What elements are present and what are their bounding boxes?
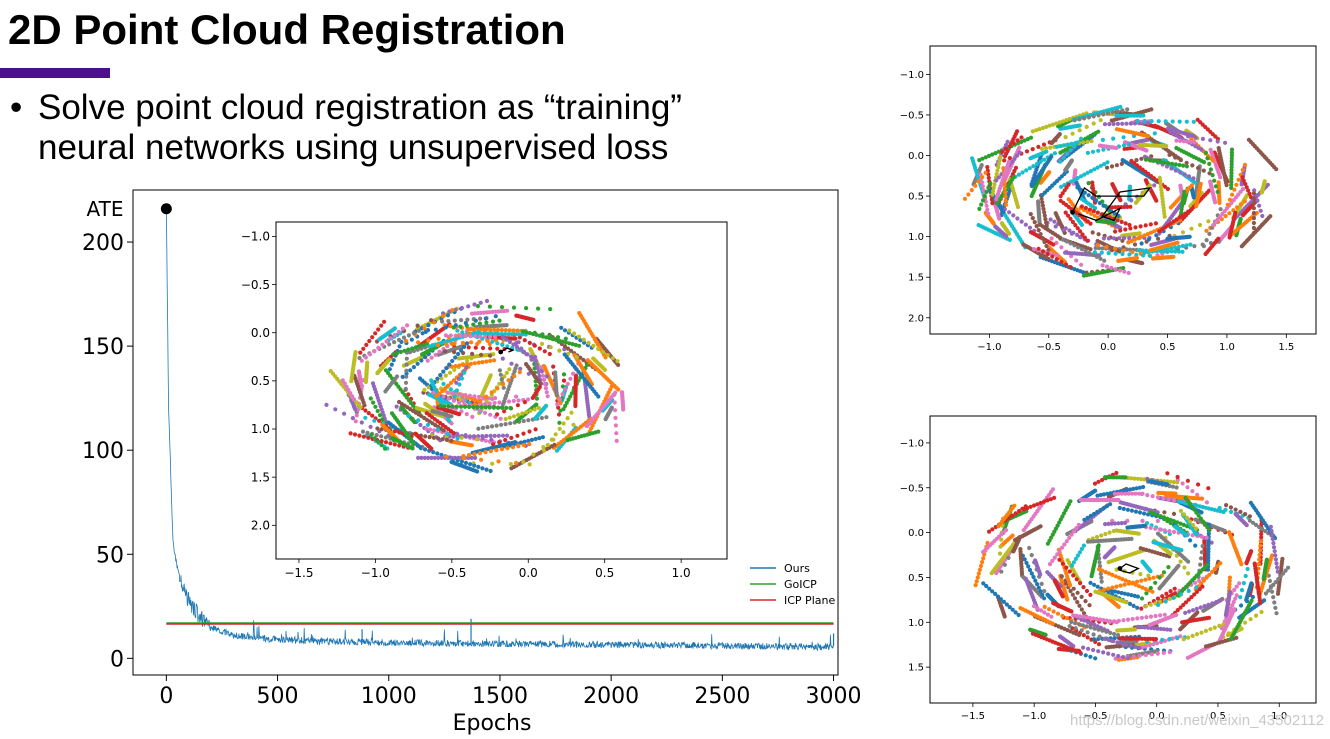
x-tick-label: 0.0 <box>1149 711 1165 722</box>
y-tick-label: −1.0 <box>900 438 924 449</box>
trajectory-start <box>1070 209 1075 215</box>
title-underline-bar <box>0 68 110 78</box>
x-tick-label: 1.5 <box>1278 342 1294 353</box>
trajectory-start <box>498 349 504 355</box>
y-tick-label: 0.0 <box>908 528 924 539</box>
x-tick-label: −1.5 <box>284 566 313 580</box>
y-tick-label: −1.0 <box>241 230 270 244</box>
y-tick-label: 1.5 <box>251 470 270 484</box>
scatter-frame <box>275 221 728 560</box>
x-tick-label: 1.0 <box>1219 342 1235 353</box>
bottom-right-scatter-chart: −1.5 −1.0 −0.5 0.0 0.5 1.0 −1.0 −0.5 0.0 0.5 1.0 1.… <box>900 415 1317 722</box>
point-cloud <box>324 298 626 474</box>
trajectory-line <box>500 347 515 353</box>
y-tick-label: −0.5 <box>900 483 924 494</box>
legend-label: Ours <box>784 562 810 575</box>
legend-label: ICP Plane <box>784 594 835 607</box>
bullet-line-2: neural networks using unsupervised loss <box>38 128 669 167</box>
x-tick-label: 500 <box>257 684 299 709</box>
start-marker <box>160 203 172 215</box>
y-tick-label: 0.0 <box>908 151 924 162</box>
y-tick-label: 100 <box>82 439 124 464</box>
y-tick-label: 0.5 <box>251 374 270 388</box>
x-tick-label: −1.5 <box>961 711 985 722</box>
y-tick-label: −0.5 <box>241 278 270 292</box>
x-tick-label: 2500 <box>694 684 750 709</box>
bullet-symbol: • <box>10 88 23 127</box>
x-tick-label: 2000 <box>583 684 639 709</box>
x-tick-label: 0 <box>159 684 173 709</box>
y-tick-label: 150 <box>82 335 124 360</box>
y-tick-label: 0.5 <box>908 192 924 203</box>
y-tick-label: 200 <box>82 231 124 256</box>
x-tick-label: 0.5 <box>1210 711 1226 722</box>
legend-label: GoICP <box>784 578 817 591</box>
x-tick-label: −0.5 <box>437 566 466 580</box>
y-tick-label: 50 <box>96 543 124 568</box>
x-tick-label: −0.5 <box>1083 711 1107 722</box>
y-tick-label: 1.0 <box>908 618 924 629</box>
x-tick-label: 0.0 <box>1100 342 1116 353</box>
bullet-text: Solve point cloud registration as “train… <box>38 88 858 168</box>
y-tick-label: 1.5 <box>908 273 924 284</box>
y-tick-label: 0.0 <box>251 326 270 340</box>
x-tick-label: −0.5 <box>1037 342 1061 353</box>
y-tick-label: 0.5 <box>908 573 924 584</box>
x-tick-label: −1.0 <box>1022 711 1046 722</box>
point-cloud <box>962 104 1279 278</box>
top-right-scatter-chart: −1.0 −0.5 0.0 0.5 1.0 1.5 −1.0 −0.5 0.0 0.5 1.0 1.5… <box>900 45 1317 353</box>
x-tick-label: 0.5 <box>595 566 614 580</box>
bullet-line-1: Solve point cloud registration as “train… <box>38 88 682 127</box>
x-tick-label: −1.0 <box>977 342 1001 353</box>
x-tick-label: 1.0 <box>1271 711 1287 722</box>
series-line-ours <box>166 210 834 652</box>
x-tick-label: 0.0 <box>519 566 538 580</box>
watermark-text: https://blog.csdn.net/weixin_43502112 <box>1070 712 1325 729</box>
trajectory-line <box>1071 187 1152 222</box>
inset-scatter-chart: −1.5 −1.0 −0.5 0.0 0.5 1.0 −1.0 −0.5 0.0 0.5 1.0 1.… <box>241 221 728 580</box>
y-tick-label: 2.0 <box>908 313 924 324</box>
x-tick-label: 1500 <box>472 684 528 709</box>
y-tick-label: 1.5 <box>908 663 924 674</box>
y-tick-label: 0 <box>110 647 124 672</box>
y-tick-label: 1.0 <box>251 422 270 436</box>
trajectory-start <box>1117 566 1123 571</box>
y-axis-label: ATE <box>87 197 124 221</box>
x-tick-label: −1.0 <box>361 566 390 580</box>
x-tick-label: 3000 <box>806 684 862 709</box>
slide-title: 2D Point Cloud Registration <box>8 6 566 53</box>
y-tick-label: −0.5 <box>900 110 924 121</box>
x-axis-label: Epochs <box>453 711 532 736</box>
y-tick-label: 2.0 <box>251 519 270 533</box>
trajectory-line <box>1119 563 1140 574</box>
y-tick-label: 1.0 <box>908 232 924 243</box>
scatter-frame <box>929 45 1317 335</box>
x-tick-label: 1000 <box>361 684 417 709</box>
x-tick-label: 1.0 <box>672 566 691 580</box>
x-tick-label: 0.5 <box>1160 342 1176 353</box>
point-cloud <box>973 470 1291 662</box>
y-tick-label: −1.0 <box>900 70 924 81</box>
